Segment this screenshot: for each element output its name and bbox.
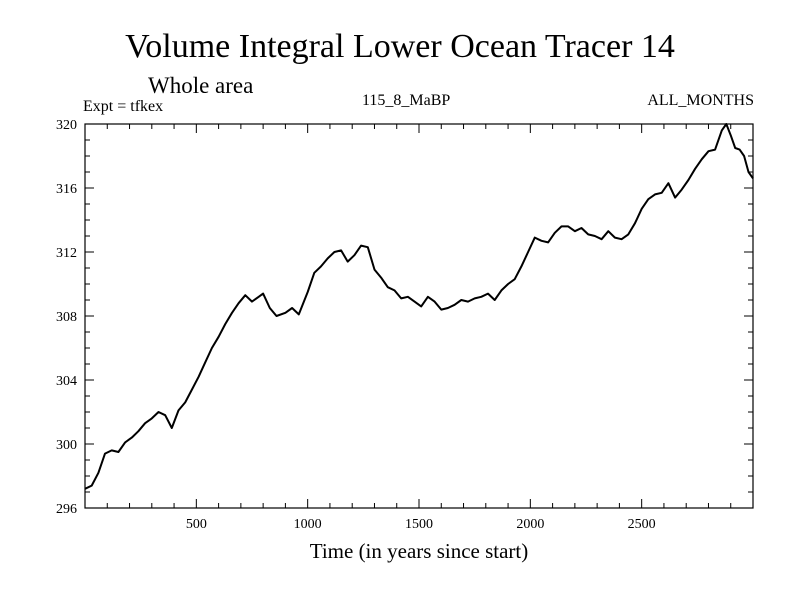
chart-title: Volume Integral Lower Ocean Tracer 14 bbox=[125, 28, 675, 65]
axis-tick-labels: 500 1000 1500 2000 2500 296 300 304 308 312 316 320 bbox=[56, 118, 656, 532]
x-tick-label: 2000 bbox=[516, 517, 544, 532]
plot-frame bbox=[84, 123, 754, 509]
y-tick-label: 308 bbox=[56, 310, 77, 325]
series-line bbox=[84, 123, 754, 490]
x-tick-label: 2500 bbox=[628, 517, 656, 532]
annotation-center: 115_8_MaBP bbox=[362, 92, 451, 109]
annotation-left: Expt = tfkex bbox=[83, 98, 164, 115]
y-tick-label: 316 bbox=[56, 182, 77, 197]
y-tick-label: 304 bbox=[56, 374, 77, 389]
chart-subtitle: Whole area bbox=[148, 73, 254, 98]
x-axis-label: Time (in years since start) bbox=[309, 539, 529, 563]
x-tick-label: 1000 bbox=[294, 517, 322, 532]
x-tick-label: 500 bbox=[186, 517, 207, 532]
annotation-right: ALL_MONTHS bbox=[647, 92, 754, 109]
y-tick-label: 312 bbox=[56, 246, 77, 261]
x-tick-label: 1500 bbox=[405, 517, 433, 532]
y-tick-label: 296 bbox=[56, 502, 77, 517]
y-tick-label: 300 bbox=[56, 438, 77, 453]
axis-ticks bbox=[85, 124, 753, 508]
y-tick-label: 320 bbox=[56, 118, 77, 133]
